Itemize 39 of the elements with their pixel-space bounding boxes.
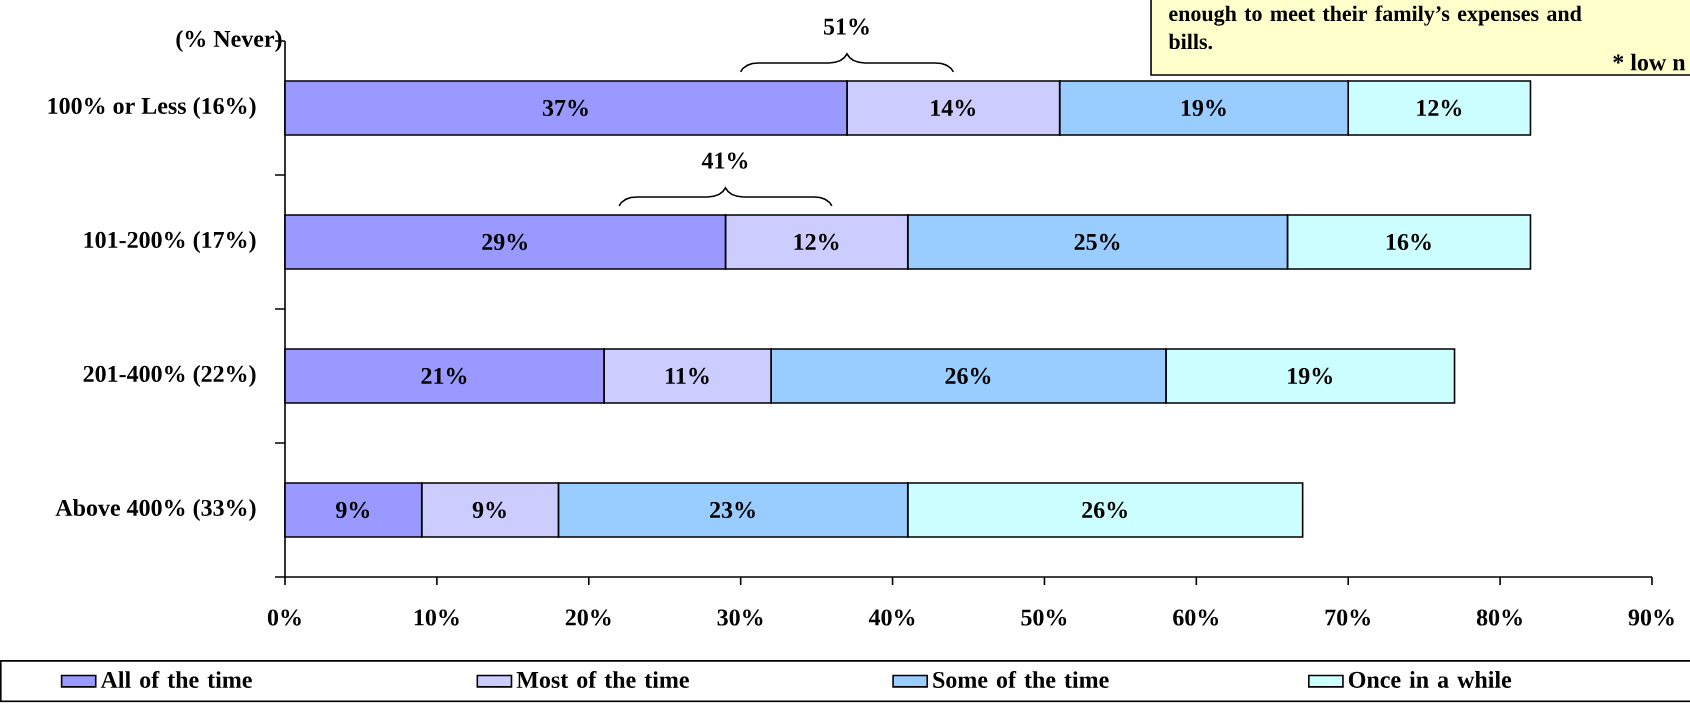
- x-tick-label: 30%: [717, 609, 763, 626]
- annotation: enough to meet their family’s expenses and bills.: [1168, 5, 1582, 50]
- data-label: 19%: [1288, 367, 1332, 385]
- text: 51%: [823, 18, 869, 35]
- x-tick-label: 40%: [868, 609, 915, 626]
- data-label: 19%: [1181, 99, 1226, 117]
- data-label: 12%: [794, 233, 839, 251]
- y-axis-title: (% Never): [176, 30, 282, 52]
- data-label: 14%: [931, 99, 976, 117]
- x-tick-label: 80%: [1476, 609, 1522, 626]
- y-tick-label: 100% or Less (16%): [48, 97, 256, 119]
- data-label: 26%: [1082, 501, 1127, 519]
- annotation: 41%: [701, 152, 748, 169]
- x-tick-label: 10%: [414, 609, 459, 626]
- data-label: 37%: [542, 99, 588, 117]
- data-label: 25%: [1074, 233, 1120, 251]
- data-label: 29%: [482, 233, 527, 251]
- y-tick-label: 101-200% (17%): [84, 231, 256, 253]
- data-label: 23%: [710, 501, 755, 519]
- x-tick-label: 70%: [1325, 609, 1370, 626]
- legend-label: All of the time: [100, 670, 252, 689]
- data-label: 12%: [1417, 99, 1462, 117]
- legend-label: Once in a while: [1348, 671, 1512, 688]
- x-tick-label: 20%: [565, 609, 611, 626]
- legend-label: Most of the time: [516, 670, 689, 689]
- data-label: 16%: [1386, 233, 1431, 251]
- data-label: 21%: [421, 367, 467, 385]
- data-label: 9%: [472, 501, 506, 519]
- x-tick-label: 90%: [1628, 609, 1674, 626]
- x-tick-label: 60%: [1173, 609, 1219, 626]
- annotation: * low n: [1613, 53, 1686, 71]
- data-label: 9%: [336, 501, 370, 519]
- x-tick-label: 0%: [267, 609, 301, 626]
- data-label: 26%: [945, 367, 991, 385]
- y-tick-label: Above 400% (33%): [55, 499, 256, 521]
- y-tick-label: 201-400% (22%): [83, 365, 256, 387]
- legend-label: Some of the time: [933, 670, 1109, 689]
- data-label: 11%: [666, 367, 709, 385]
- x-tick-label: 50%: [1021, 609, 1067, 626]
